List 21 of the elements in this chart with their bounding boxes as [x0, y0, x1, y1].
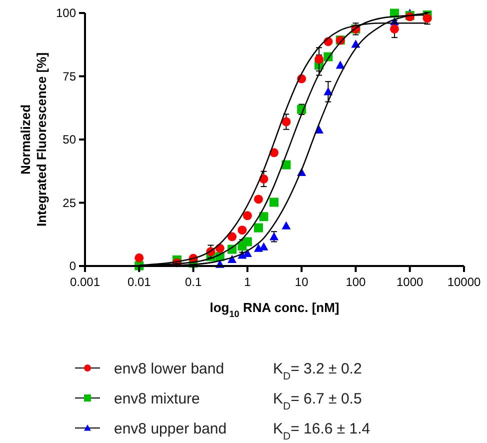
y-tick-label: 100	[56, 6, 76, 20]
x-tick-label: 0.001	[70, 275, 100, 289]
y-tick-label: 25	[62, 196, 76, 210]
text: K$_{D}$= 16.6 ± 1.4	[273, 420, 370, 442]
y-tick-label: 75	[62, 69, 76, 84]
x-axis-title: log$_{10}$ RNA conc. [nM]	[210, 300, 340, 319]
y-tick-label: 50	[62, 132, 76, 147]
text: K$_{D}$= 6.7 ± 0.5	[273, 390, 362, 412]
x-tick-label: 0.01	[127, 275, 152, 289]
x-tick-label: 0.1	[184, 275, 202, 289]
x-tick-label: 10000	[447, 275, 482, 289]
x-tick-label: 1000	[396, 275, 424, 289]
y-axis-title: Normalized Integrated Fluorescence [%]	[18, 52, 49, 227]
text: K$_{D}$= 3.2 ± 0.2	[273, 360, 362, 382]
legend-label: env8 upper band	[114, 420, 227, 438]
x-tick-label: 1	[244, 275, 252, 289]
legend-label: env8 mixture	[114, 390, 200, 408]
legend-label: env8 lower band	[114, 360, 224, 378]
x-tick-label: 100	[346, 275, 366, 289]
x-tick-label: 10	[294, 275, 309, 289]
y-tick-label: 0	[69, 259, 76, 274]
